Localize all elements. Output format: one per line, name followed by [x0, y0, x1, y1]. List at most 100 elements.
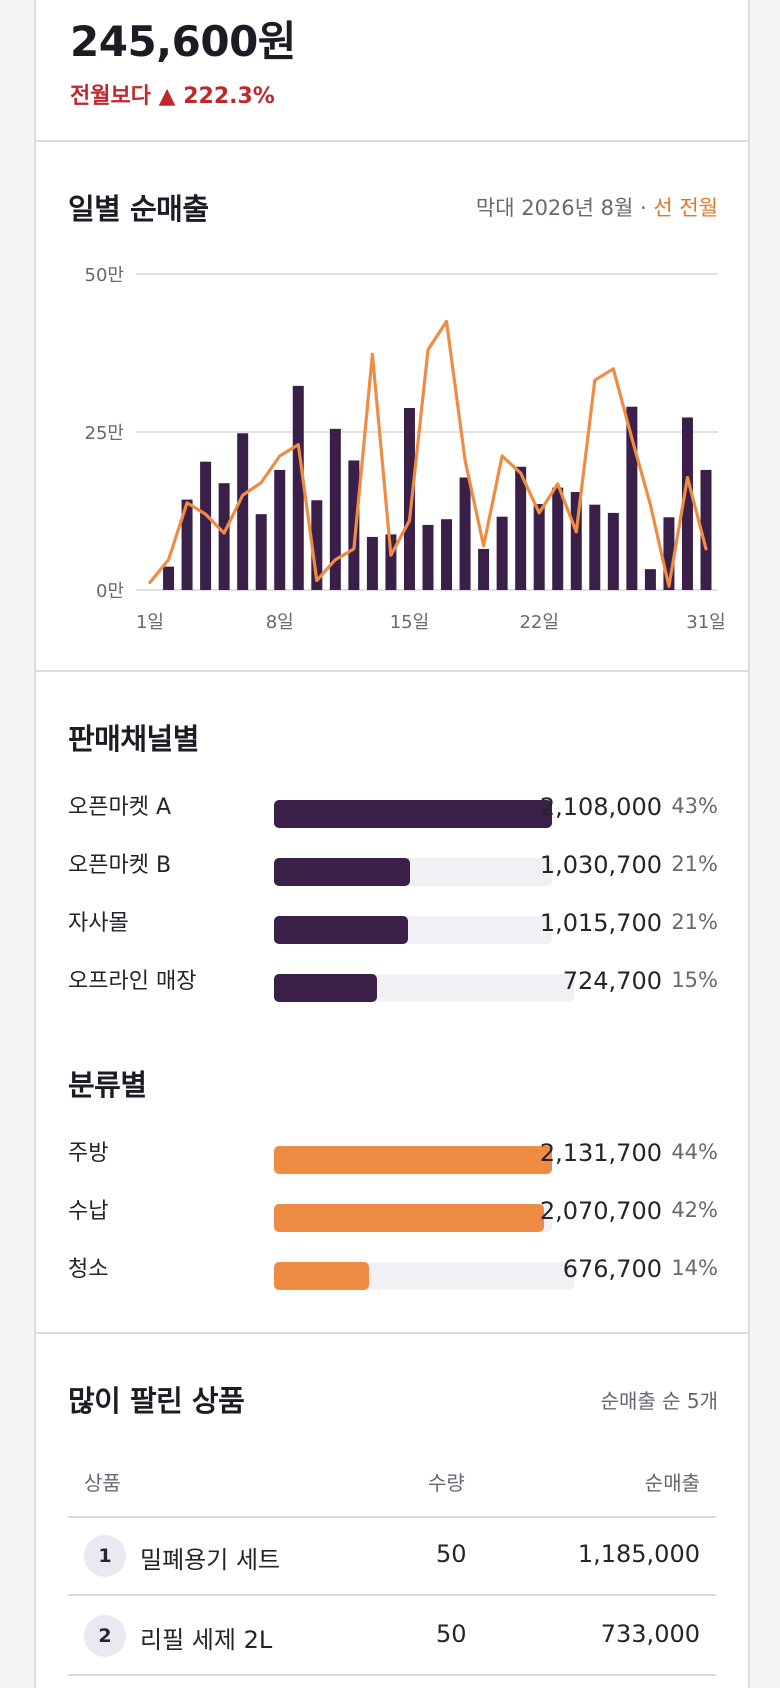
channels-row: 오프라인 매장 724,700 15% — [68, 963, 718, 1003]
column-header-product: 상품 — [84, 1471, 121, 1495]
divider — [36, 140, 748, 142]
channels-label: 오프라인 매장 — [68, 969, 197, 994]
bar-day-2 — [163, 566, 175, 590]
channels-percent: 21% — [671, 910, 718, 934]
table-row[interactable]: 2 리필 세제 2L 50 733,000 — [36, 1596, 748, 1676]
top-products-subtitle: 순매출 순 5개 — [600, 1389, 718, 1413]
channels-bar-track — [274, 858, 552, 886]
summary-amount: 245,600원 — [70, 17, 296, 66]
rank-badge: 1 — [84, 1535, 126, 1577]
categories-row: 청소 676,700 14% — [68, 1251, 718, 1291]
y-tick-label: 25만 — [85, 423, 124, 444]
channels-bar-fill — [274, 858, 410, 886]
bar-day-4 — [200, 461, 212, 590]
channels-label: 오픈마켓 B — [68, 853, 172, 878]
legend-line: 선 전월 — [653, 196, 718, 220]
product-qty: 50 — [436, 1540, 467, 1568]
bar-day-15 — [403, 407, 415, 590]
bar-day-29 — [663, 517, 675, 590]
bar-day-26 — [607, 512, 619, 590]
channels-bar-track — [274, 800, 552, 828]
product-sales: 1,185,000 — [577, 1540, 700, 1568]
column-header-qty: 수량 — [428, 1471, 465, 1495]
report-panel: 245,600원 전월보다 ▲ 222.3% 일별 순매출 막대 2026년 8… — [34, 0, 750, 1688]
rank-badge: 2 — [84, 1615, 126, 1657]
x-tick-label: 1일 — [136, 612, 164, 633]
channels-percent: 43% — [671, 794, 718, 818]
bar-day-12 — [348, 460, 360, 590]
bar-day-7 — [255, 514, 267, 590]
channels-bar-track — [274, 916, 552, 944]
channels-percent: 15% — [671, 968, 718, 992]
row-divider — [68, 1674, 716, 1676]
bar-day-24 — [570, 492, 582, 590]
product-sales: 733,000 — [600, 1620, 700, 1648]
daily-sales-title: 일별 순매출 — [68, 192, 209, 226]
categories-value: 2,131,700 — [539, 1139, 662, 1167]
channels-bar-fill — [274, 800, 552, 828]
categories-value: 2,070,700 — [539, 1197, 662, 1225]
y-tick-label: 0만 — [96, 581, 124, 602]
product-qty: 50 — [436, 1620, 467, 1648]
channels-title: 판매채널별 — [68, 722, 199, 756]
table-row[interactable]: 1 밀폐용기 세트 50 1,185,000 — [36, 1516, 748, 1596]
bar-day-5 — [218, 483, 230, 590]
bar-day-13 — [366, 536, 378, 590]
categories-row: 주방 2,131,700 44% — [68, 1135, 718, 1175]
bar-day-30 — [681, 417, 693, 590]
x-tick-label: 8일 — [266, 612, 294, 633]
bar-day-11 — [329, 428, 341, 590]
categories-label: 수납 — [68, 1199, 109, 1224]
bar-day-19 — [478, 548, 490, 590]
categories-bar-fill — [274, 1146, 552, 1174]
legend-bars: 막대 2026년 8월 · — [475, 196, 654, 220]
x-tick-label: 15일 — [390, 612, 429, 633]
bar-day-28 — [644, 569, 656, 590]
table-header-divider — [68, 1516, 716, 1518]
categories-bar-track — [274, 1146, 552, 1174]
categories-bar-track — [274, 1204, 552, 1232]
categories-bar-track — [274, 1262, 574, 1290]
categories-label: 청소 — [68, 1257, 109, 1282]
product-name: 밀폐용기 세트 — [140, 1546, 281, 1574]
line-series-previous-month — [148, 319, 708, 588]
categories-bar-fill — [274, 1262, 370, 1290]
y-tick-label: 50만 — [85, 265, 124, 286]
categories-title: 분류별 — [68, 1068, 147, 1102]
bar-day-22 — [533, 504, 545, 590]
channels-value: 1,015,700 — [539, 909, 662, 937]
bar-day-18 — [459, 477, 471, 590]
daily-sales-chart: 50만 25만 0만 1일 8일 15일 22일 31일 — [85, 265, 726, 633]
bar-day-8 — [274, 469, 286, 590]
categories-percent: 14% — [671, 1256, 718, 1280]
channels-percent: 21% — [671, 852, 718, 876]
row-divider — [68, 1594, 716, 1596]
channels-value: 724,700 — [562, 967, 662, 995]
x-tick-label: 31일 — [686, 612, 725, 633]
bar-day-6 — [237, 433, 249, 590]
bar-day-3 — [181, 499, 193, 590]
categories-value: 676,700 — [562, 1255, 662, 1283]
categories-percent: 44% — [671, 1140, 718, 1164]
channels-label: 자사몰 — [68, 911, 129, 936]
summary-change: 전월보다 ▲ 222.3% — [70, 84, 275, 109]
categories-label: 주방 — [68, 1141, 109, 1166]
bar-day-10 — [311, 500, 323, 590]
divider — [36, 1332, 748, 1334]
channels-bar-track — [274, 974, 574, 1002]
categories-bar-fill — [274, 1204, 544, 1232]
channels-bar-fill — [274, 916, 408, 944]
top-products-title: 많이 팔린 상품 — [68, 1384, 245, 1418]
divider — [36, 670, 748, 672]
bar-day-31 — [700, 469, 712, 590]
bar-day-17 — [441, 519, 453, 590]
x-tick-label: 22일 — [519, 612, 558, 633]
channels-label: 오픈마켓 A — [68, 795, 172, 820]
product-name: 리필 세제 2L — [140, 1626, 273, 1654]
bar-day-20 — [496, 516, 508, 590]
bar-day-23 — [552, 487, 564, 590]
column-header-sales: 순매출 — [644, 1471, 700, 1495]
bar-day-27 — [626, 406, 638, 590]
chart-legend: 막대 2026년 8월 · 선 전월 — [476, 192, 718, 222]
bar-day-14 — [385, 534, 397, 590]
